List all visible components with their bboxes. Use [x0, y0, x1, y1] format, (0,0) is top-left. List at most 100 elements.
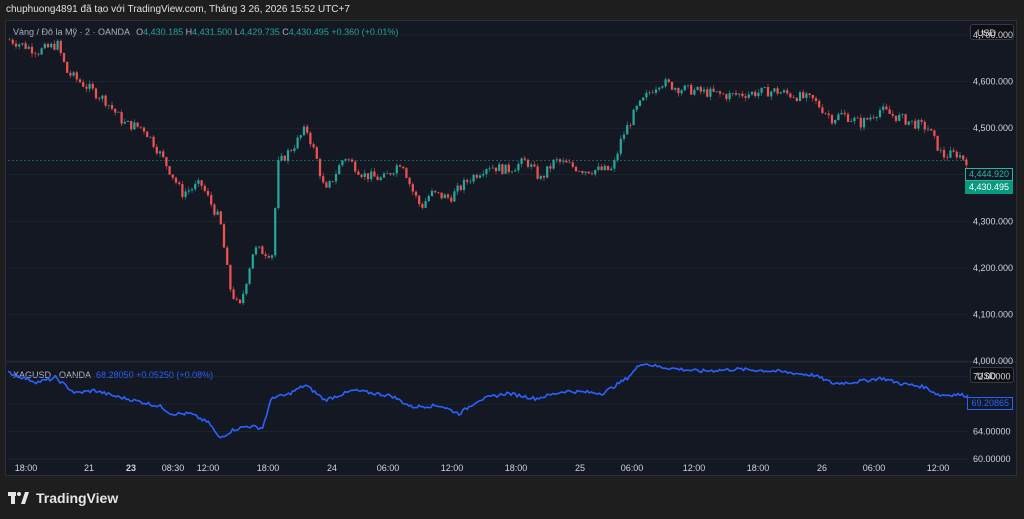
candle-body	[485, 169, 488, 174]
candle-body	[699, 86, 702, 92]
candle-body	[254, 247, 258, 255]
candle-body	[165, 157, 168, 167]
time-tick-label: 26	[817, 463, 827, 473]
candle-body	[677, 88, 680, 94]
candle-body	[62, 53, 66, 62]
tradingview-branding[interactable]: TradingView	[8, 488, 118, 508]
candle-body	[142, 127, 146, 132]
candle-body	[427, 195, 430, 202]
candle-body	[424, 201, 427, 208]
time-tick-label: 18:00	[505, 463, 528, 473]
time-tick-label: 12:00	[441, 463, 464, 473]
candle-body	[315, 147, 318, 159]
tradingview-logo-icon	[8, 492, 29, 504]
candle-body	[814, 98, 818, 101]
candle-body	[926, 128, 930, 130]
candle-body	[939, 150, 942, 151]
candle-body	[718, 91, 722, 94]
candle-body	[670, 81, 674, 90]
candle-body	[491, 167, 494, 169]
candle-body	[958, 155, 962, 158]
candle-body	[606, 165, 610, 171]
candle-body	[56, 40, 59, 50]
candle-body	[21, 43, 24, 45]
chart-frame[interactable]: Vàng / Đô la Mỹ · 2 · OANDA O4,430.185 H…	[5, 20, 1017, 476]
candle-body	[702, 89, 706, 92]
candle-body	[248, 268, 251, 284]
candle-body	[219, 211, 222, 225]
candle-body	[901, 114, 904, 116]
candle-body	[94, 88, 98, 99]
candle-body	[187, 190, 190, 192]
price-chart-svg[interactable]: 4,700.0004,600.0004,500.0004,400.0004,30…	[6, 21, 1016, 475]
candle-body	[344, 159, 347, 161]
candle-body	[488, 168, 491, 170]
candle-body	[626, 125, 629, 135]
candle-body	[366, 173, 370, 180]
candle-body	[50, 43, 53, 48]
candle-body	[533, 164, 536, 167]
time-tick-label: 21	[84, 463, 94, 473]
candle-body	[37, 53, 40, 55]
main-symbol[interactable]: Vàng / Đô la Mỹ · 2 · OANDA	[13, 27, 130, 37]
silver-price-tick-label: 64.00000	[973, 427, 1011, 437]
candle-body	[760, 87, 763, 93]
low-label: L	[234, 27, 240, 37]
sub-symbol[interactable]: XAGUSD · OANDA	[13, 370, 91, 380]
candle-body	[690, 84, 693, 95]
candle-body	[613, 160, 616, 169]
candle-body	[290, 150, 293, 152]
candle-body	[171, 174, 174, 178]
candle-body	[110, 105, 114, 109]
candle-body	[882, 106, 885, 110]
candle-body	[130, 120, 133, 130]
candle-body	[798, 92, 802, 102]
candle-body	[965, 159, 968, 166]
candle-body	[46, 43, 50, 48]
candle-body	[114, 108, 117, 113]
candle-body	[235, 298, 238, 300]
candle-body	[920, 120, 923, 122]
candle-body	[805, 93, 808, 98]
candle-body	[213, 204, 216, 215]
candle-body	[507, 164, 510, 173]
candle-body	[475, 174, 478, 178]
price-tick-label: 4,500.000	[973, 123, 1013, 133]
candle-body	[667, 79, 670, 82]
open-label: O	[136, 27, 144, 37]
candle-body	[840, 112, 843, 115]
time-tick-label: 12:00	[683, 463, 706, 473]
candle-body	[846, 114, 850, 122]
candle-body	[549, 166, 552, 169]
candle-body	[914, 120, 917, 129]
candle-body	[763, 86, 766, 88]
candle-body	[389, 173, 392, 175]
candle-body	[245, 283, 248, 294]
price-tick-label: 4,700.000	[973, 30, 1013, 40]
candle-body	[293, 148, 296, 152]
candle-body	[430, 190, 434, 196]
candle-body	[942, 150, 946, 158]
candle-body	[754, 91, 757, 97]
low-value: 4,429.735	[239, 27, 280, 37]
time-tick-label: 06:00	[621, 463, 644, 473]
candle-body	[328, 181, 331, 188]
candle-body	[360, 174, 363, 177]
candle-body	[338, 165, 341, 175]
candle-body	[568, 162, 571, 164]
candle-body	[354, 161, 357, 172]
candle-body	[930, 128, 933, 131]
candle-body	[43, 43, 46, 49]
silver-price-tick-label: 72.00000	[973, 372, 1011, 382]
candle-body	[747, 94, 750, 98]
sub-currency-button[interactable]: USD	[970, 367, 1014, 383]
candle-body	[600, 166, 603, 171]
candle-body	[530, 164, 533, 167]
main-currency-button[interactable]: USD	[970, 24, 1014, 40]
candle-body	[622, 134, 626, 139]
candle-body	[872, 117, 875, 119]
candle-body	[610, 168, 613, 171]
candle-body	[306, 126, 309, 133]
candle-body	[789, 93, 792, 98]
candle-body	[642, 97, 645, 101]
